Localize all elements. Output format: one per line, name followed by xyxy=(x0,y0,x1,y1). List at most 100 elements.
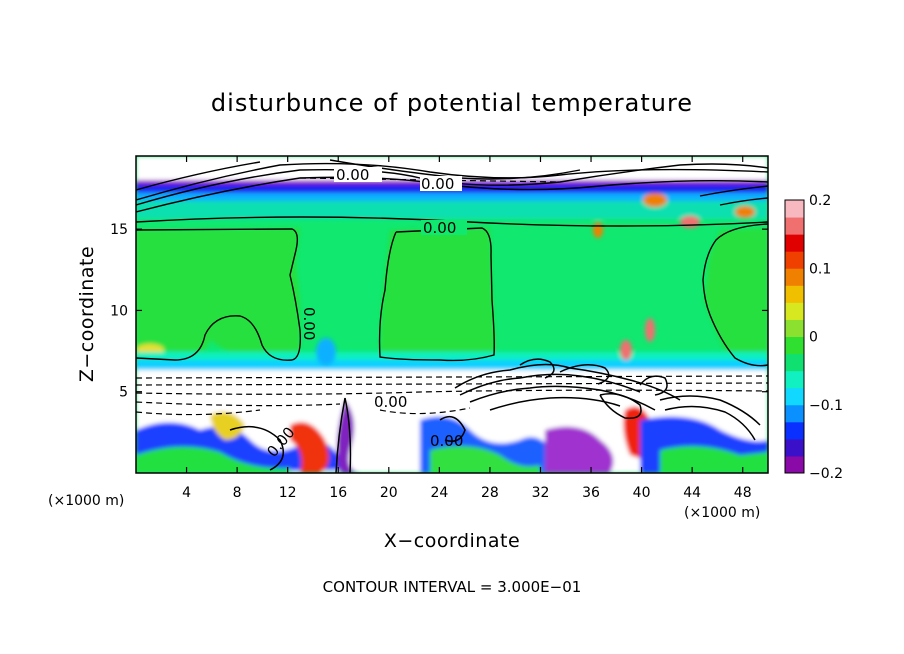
contour-label-2: 0.00 xyxy=(421,175,454,193)
contour-stratosphere-3 xyxy=(136,162,768,201)
colorbar-swatch-0 xyxy=(785,455,804,474)
dashed-line-6 xyxy=(379,407,471,415)
contour-zero-right-blob xyxy=(702,223,768,367)
contour-label-bg-1 xyxy=(334,167,382,182)
field-lower-red-left xyxy=(290,422,329,473)
colorbar-swatch-11 xyxy=(785,268,804,286)
chart-title: disturbunce of potential temperature xyxy=(211,89,693,117)
x-tick-label-6: 28 xyxy=(481,485,499,501)
colorbar-swatch-5 xyxy=(785,370,804,389)
plot-area: 0.00 0.00 0.00 0.00 0.00 0.00 0.00 xyxy=(136,156,768,473)
colorbar-swatch-6 xyxy=(785,353,804,372)
colorbar-tick-label-4: −0.2 xyxy=(809,466,843,482)
convective-contour-10 xyxy=(639,375,668,396)
dashed-line-4 xyxy=(136,401,341,407)
convective-contours xyxy=(229,358,761,473)
colorbar-swatch-14 xyxy=(785,217,804,235)
contour-labels: 0.00 0.00 0.00 0.00 0.00 0.00 0.00 xyxy=(263,166,467,461)
contour-zero-upper xyxy=(136,216,768,227)
plot-frame xyxy=(135,155,769,474)
contour-label-7: 0.00 xyxy=(430,432,463,450)
colour-field xyxy=(136,156,768,473)
field-lower-purple-mid xyxy=(336,400,360,473)
x-unit-right: (×1000 m) xyxy=(684,505,760,521)
y-tick-label-2: 15 xyxy=(110,222,128,238)
field-orange-cell-1 xyxy=(643,193,667,207)
colorbar: 0.2 0.1 0 −0.1 −0.2 xyxy=(785,193,843,482)
field-lower-magenta-right xyxy=(545,426,614,473)
colorbar-swatch-2 xyxy=(785,421,804,440)
x-tick-label-5: 24 xyxy=(430,485,448,501)
field-cyan-band-light xyxy=(136,352,768,360)
field-lower-green-right xyxy=(660,446,768,473)
field-top-cyan xyxy=(136,193,768,201)
field-orange-cell-4 xyxy=(593,222,603,238)
convective-contour-6 xyxy=(659,395,761,426)
colorbar-swatch-12 xyxy=(785,251,804,269)
x-tick-label-10: 44 xyxy=(683,485,701,501)
y-tick-label-1: 10 xyxy=(110,303,128,319)
colorbar-swatch-13 xyxy=(785,234,804,252)
y-tick-label-0: 5 xyxy=(119,385,128,401)
colorbar-swatch-3 xyxy=(785,404,804,423)
field-orange-cell-3 xyxy=(735,206,755,218)
contour-stratosphere-5 xyxy=(699,185,768,206)
field-green-blob-mid xyxy=(380,228,496,356)
convective-contour-7 xyxy=(664,405,756,441)
x-tick-label-1: 8 xyxy=(233,485,242,501)
contour-zero-mid-blob xyxy=(378,227,495,362)
colorbar-tick-label-3: −0.1 xyxy=(809,398,843,414)
dashed-line-1 xyxy=(136,375,768,379)
x-tick-label-11: 48 xyxy=(734,485,752,501)
colorbar-swatch-7 xyxy=(785,336,804,355)
convective-contour-12 xyxy=(335,397,346,473)
contour-label-4: 0.00 xyxy=(300,307,318,340)
y-axis-ticks: 5 10 15 xyxy=(110,222,768,401)
convective-contour-8 xyxy=(519,358,555,379)
field-orange-cell-2 xyxy=(680,216,700,228)
x-tick-label-2: 12 xyxy=(279,485,297,501)
x-tick-label-0: 4 xyxy=(182,485,191,501)
convective-contour-5 xyxy=(599,393,642,419)
convective-contour-13 xyxy=(229,425,285,471)
field-green-blob-left xyxy=(136,228,300,362)
field-lower-green-left xyxy=(136,446,290,473)
colorbar-swatch-15 xyxy=(785,200,804,218)
field-upper-teal xyxy=(136,201,768,219)
contour-lines xyxy=(136,159,768,367)
x-tick-label-3: 16 xyxy=(329,485,347,501)
field-cyan-plume xyxy=(316,338,336,366)
field-lower-green-mid xyxy=(430,446,540,473)
convective-contour-11 xyxy=(344,397,352,473)
colorbar-swatch-8 xyxy=(785,319,804,337)
x-axis-ticks: 4 8 12 16 20 24 28 32 36 40 44 48 xyxy=(182,156,752,501)
convective-contour-4 xyxy=(489,396,621,411)
colorbar-tick-label-0: 0.2 xyxy=(809,193,831,209)
colorbar-frame xyxy=(784,199,805,474)
convective-contour-2 xyxy=(459,373,641,396)
contour-label-3: 0.00 xyxy=(423,219,456,237)
y-axis-label: Z−coordinate xyxy=(76,246,98,382)
x-tick-label-8: 36 xyxy=(582,485,600,501)
contour-dashed xyxy=(136,177,768,416)
field-pink-cell-2 xyxy=(620,340,632,360)
field-pink-cell xyxy=(645,318,655,342)
contour-label-bg-2 xyxy=(420,176,462,191)
colorbar-swatch-10 xyxy=(785,285,804,303)
colorbar-swatch-9 xyxy=(785,302,804,320)
x-axis-label: X−coordinate xyxy=(384,530,520,552)
contour-label-bg-3 xyxy=(421,220,467,235)
contour-interval-note: CONTOUR INTERVAL = 3.000E−01 xyxy=(323,578,582,596)
convective-contour-9 xyxy=(559,364,610,385)
contour-stratosphere-1 xyxy=(136,163,768,206)
colorbar-tick-label-2: 0 xyxy=(809,330,818,346)
dashed-line-2 xyxy=(136,382,768,386)
field-lower-yellow xyxy=(210,411,245,440)
contour-zero-left-blob xyxy=(136,228,302,361)
colorbar-swatch-1 xyxy=(785,438,804,457)
dashed-line-5 xyxy=(136,409,261,416)
x-tick-label-4: 20 xyxy=(380,485,398,501)
colorbar-tick-label-1: 0.1 xyxy=(809,261,831,277)
convective-contour-14 xyxy=(439,415,466,442)
